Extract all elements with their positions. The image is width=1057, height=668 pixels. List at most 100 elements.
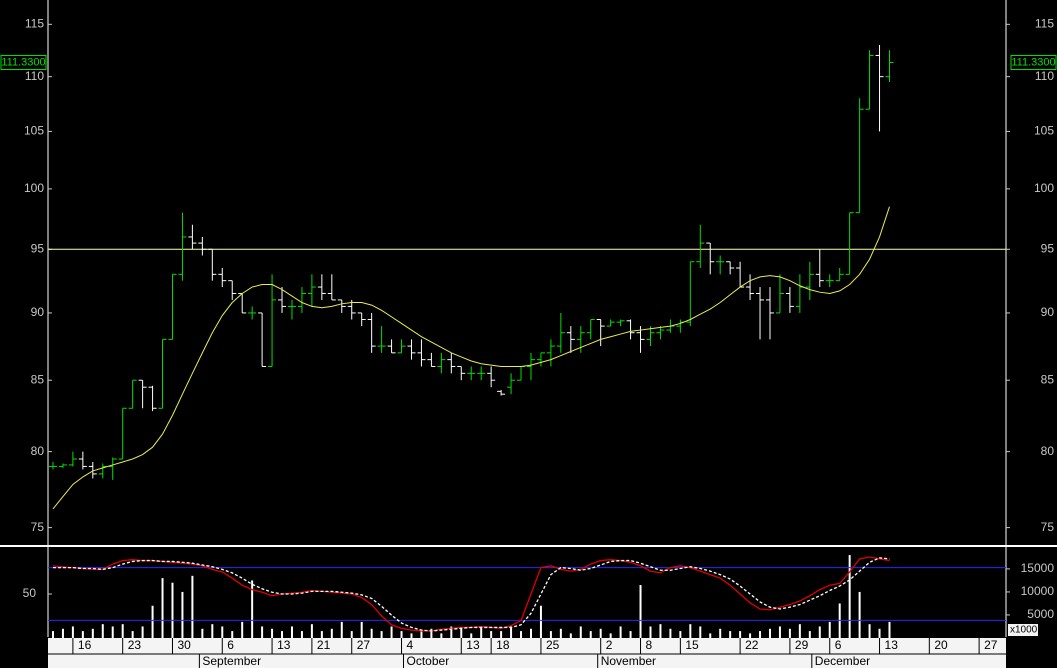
volume-bar: [579, 626, 582, 638]
y2-unit-label: x1000: [1010, 625, 1038, 636]
volume-bar: [669, 628, 672, 638]
volume-bar: [181, 591, 184, 638]
x-tick-label: 22: [745, 638, 759, 652]
volume-bar: [699, 626, 702, 638]
volume-bar: [51, 631, 54, 638]
volume-bar: [131, 631, 134, 638]
last-price-box: [1010, 55, 1057, 71]
volume-bar: [211, 624, 214, 638]
volume-bar: [739, 631, 742, 638]
y-tick-label-right: 85: [1041, 372, 1055, 386]
volume-bar: [251, 580, 254, 638]
x-tick-label: 6: [835, 638, 842, 652]
volume-bar: [629, 631, 632, 638]
month-label: September: [202, 654, 261, 668]
volume-bar: [420, 631, 423, 638]
y-tick-label: 100: [24, 181, 44, 195]
x-tick-label: 13: [277, 638, 291, 652]
volume-bar: [440, 633, 443, 638]
volume-bar: [61, 628, 64, 638]
volume-bar: [380, 631, 383, 638]
volume-bar: [559, 628, 562, 638]
volume-bar: [81, 631, 84, 638]
volume-bar: [510, 626, 513, 638]
x-tick-label: 25: [546, 638, 560, 652]
x-tick-label: 27: [357, 638, 371, 652]
y-tick-label-right: 80: [1041, 444, 1055, 458]
volume-bar: [271, 628, 274, 638]
x-tick-label: 8: [646, 638, 653, 652]
y-tick-label: 95: [31, 241, 45, 255]
y-tick-label-right: 75: [1041, 520, 1055, 534]
volume-bar: [768, 628, 771, 638]
y-tick-label: 50: [23, 586, 37, 600]
volume-bar: [330, 628, 333, 638]
oscillator-line: [52, 557, 890, 632]
volume-bar: [589, 631, 592, 638]
volume-bar: [709, 633, 712, 638]
last-price-label: 111.3300: [1011, 56, 1055, 68]
volume-bar: [121, 624, 124, 638]
volume-bar: [878, 628, 881, 638]
volume-bar: [101, 624, 104, 638]
volume-bar: [290, 626, 293, 638]
volume-bar: [868, 624, 871, 638]
x-tick-label: 23: [128, 638, 142, 652]
volume-bar: [171, 582, 174, 638]
volume-bar: [729, 631, 732, 638]
y-tick-label: 80: [31, 444, 45, 458]
x-tick-label: 13: [885, 638, 899, 652]
volume-bar: [141, 626, 144, 638]
y2-tick-label: 10000: [1021, 584, 1055, 598]
x-tick-label: 21: [317, 638, 331, 652]
volume-bar: [281, 631, 284, 638]
volume-bar: [649, 626, 652, 638]
y2-unit-box: [1008, 624, 1038, 636]
volume-bar: [400, 631, 403, 638]
y-tick-label-right: 105: [1034, 124, 1054, 138]
volume-bar: [549, 631, 552, 638]
y-tick-label: 115: [25, 16, 44, 30]
volume-bar: [470, 633, 473, 638]
volume-bar: [71, 626, 74, 638]
y-tick-label-right: 115: [1035, 16, 1054, 30]
y2-tick-label: 5000: [1027, 607, 1054, 621]
y-tick-label-right: 100: [1034, 181, 1054, 195]
volume-bar: [320, 631, 323, 638]
volume-bar: [151, 605, 154, 638]
y-tick-label-right: 95: [1041, 241, 1055, 255]
volume-bar: [340, 621, 343, 638]
x-axis-strip: [48, 638, 1006, 668]
volume-bar: [689, 624, 692, 638]
volume-bar: [221, 626, 224, 638]
month-label: October: [407, 654, 450, 668]
volume-bar: [410, 633, 413, 638]
y-tick-label: 105: [24, 124, 44, 138]
volume-bar: [261, 626, 264, 638]
volume-bar: [460, 628, 463, 638]
volume-bar: [370, 628, 373, 638]
x-tick-label: 13: [466, 638, 480, 652]
volume-bar: [520, 631, 523, 638]
volume-bar: [430, 628, 433, 638]
volume-bar: [848, 555, 851, 638]
volume-bar: [480, 626, 483, 638]
last-price-label: 111.3300: [1, 56, 45, 68]
x-tick-label: 27: [984, 638, 998, 652]
y-tick-label: 85: [31, 372, 45, 386]
x-tick-label: 30: [177, 638, 191, 652]
month-label: November: [601, 654, 656, 668]
volume-bar: [91, 628, 94, 638]
x-tick-label: 18: [496, 638, 510, 652]
volume-bar: [300, 631, 303, 638]
volume-bar: [161, 578, 164, 638]
x-tick-label: 4: [407, 638, 414, 652]
volume-bar: [111, 626, 114, 638]
volume-bar: [191, 575, 194, 638]
volume-bar: [759, 631, 762, 638]
volume-bar: [350, 631, 353, 638]
x-tick-label: 29: [795, 638, 809, 652]
